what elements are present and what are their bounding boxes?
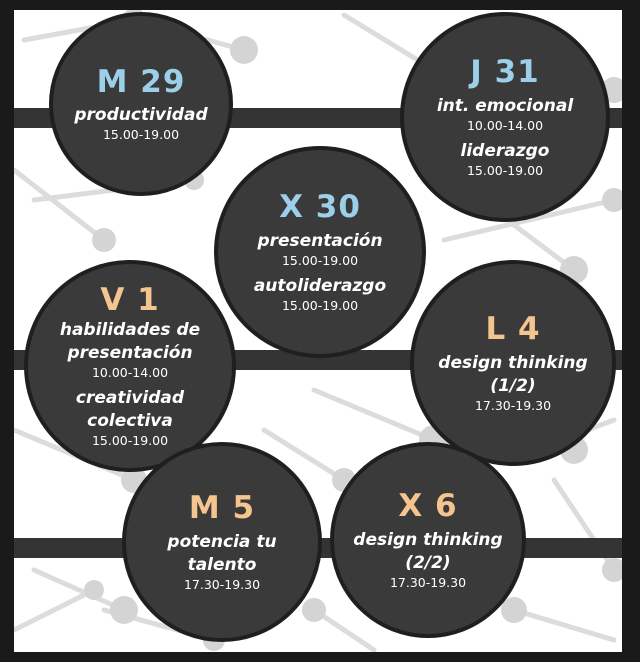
time-label: 15.00-19.00: [466, 162, 544, 178]
session-entry: potencia tu talento 17.30-19.30: [167, 531, 277, 593]
topic-label: potencia tu talento: [167, 531, 277, 575]
session-entry: design thinking (1/2) 17.30-19.30: [433, 352, 593, 414]
topic-label: autoliderazgo: [253, 275, 387, 296]
session-entry: design thinking (2/2) 17.30-19.30: [348, 529, 508, 591]
time-label: 17.30-19.30: [474, 397, 552, 413]
topic-label: presentación: [257, 230, 383, 251]
session-circle-m5: M 5 potencia tu talento 17.30-19.30: [122, 442, 322, 642]
time-label: 15.00-19.00: [102, 127, 180, 143]
time-label: 17.30-19.30: [183, 576, 261, 592]
day-label: M 29: [96, 63, 186, 100]
topic-label: creatividad colectiva: [75, 387, 185, 431]
day-label: M 5: [188, 490, 256, 527]
session-entry: creatividad colectiva 15.00-19.00: [60, 387, 200, 449]
day-label: V 1: [100, 282, 160, 319]
topic-label: design thinking (1/2): [438, 352, 588, 396]
day-label: X 30: [279, 188, 361, 225]
time-label: 15.00-19.00: [281, 297, 359, 313]
session-circle-x30: X 30 presentación 15.00-19.00 autolidera…: [214, 146, 426, 358]
session-entry: presentación 15.00-19.00: [257, 230, 382, 275]
session-circle-j31: J 31 int. emocional 10.00-14.00 liderazg…: [400, 12, 610, 222]
topic-label: habilidades de presentación: [59, 319, 201, 363]
topic-label: productividad: [74, 105, 208, 126]
session-entry: liderazgo 15.00-19.00: [461, 140, 550, 179]
session-entry: autoliderazgo 15.00-19.00: [254, 275, 386, 314]
topic-label: liderazgo: [460, 140, 550, 161]
time-label: 10.00-14.00: [91, 364, 169, 380]
session-circle-v1: V 1 habilidades de presentación 10.00-14…: [24, 260, 236, 472]
session-circle-m29: M 29 productividad 15.00-19.00: [49, 12, 233, 196]
schedule-poster: M 29 productividad 15.00-19.00 J 31 int.…: [14, 10, 622, 652]
session-entry: habilidades de presentación 10.00-14.00: [50, 319, 210, 387]
session-entry: int. emocional 10.00-14.00: [437, 95, 573, 140]
session-circle-x6: X 6 design thinking (2/2) 17.30-19.30: [330, 442, 526, 638]
topic-label: design thinking (2/2): [353, 529, 503, 573]
time-label: 10.00-14.00: [466, 117, 544, 133]
time-label: 15.00-19.00: [91, 432, 169, 448]
session-circle-l4: L 4 design thinking (1/2) 17.30-19.30: [410, 260, 616, 466]
topic-label: int. emocional: [436, 95, 574, 116]
time-label: 15.00-19.00: [281, 252, 359, 268]
day-label: L 4: [485, 311, 541, 348]
time-label: 17.30-19.30: [389, 574, 467, 590]
day-label: J 31: [470, 53, 540, 90]
session-entry: productividad 15.00-19.00: [74, 104, 207, 143]
day-label: X 6: [398, 488, 458, 525]
